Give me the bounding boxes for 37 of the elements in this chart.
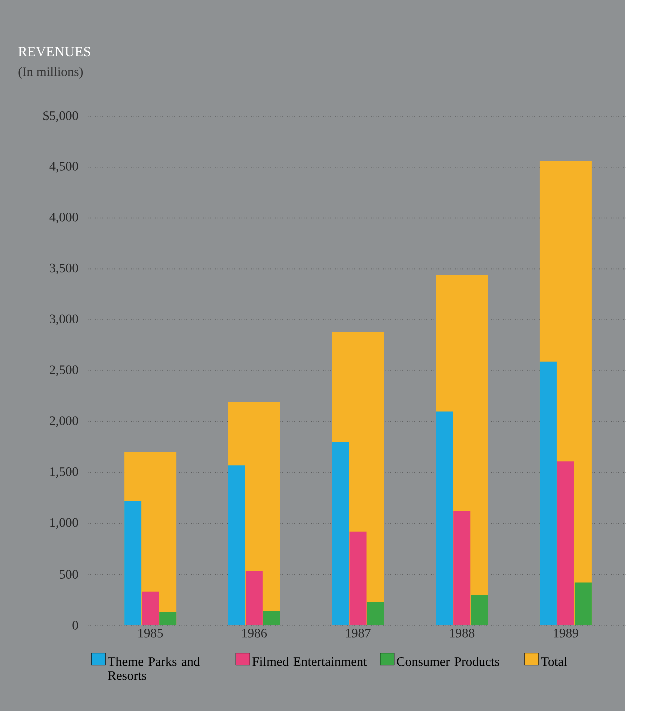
bar <box>332 442 350 626</box>
y-tick-label: 3,000 <box>50 314 78 326</box>
bar <box>471 594 488 626</box>
y-tick-label: 2,000 <box>50 416 78 428</box>
bar <box>228 466 246 626</box>
x-tick-label: 1985 <box>138 629 164 638</box>
y-tick-label: 4,000 <box>50 212 78 224</box>
bar <box>142 592 160 626</box>
bar <box>454 511 471 626</box>
bar <box>540 362 557 626</box>
bar <box>160 612 177 626</box>
chart-title: REVENUES <box>18 47 90 57</box>
x-tick-label: 1988 <box>450 629 475 638</box>
y-tick-label: 500 <box>60 570 78 579</box>
bar <box>557 462 574 626</box>
chart-subtitle: (In millions) <box>18 67 83 79</box>
x-tick-label: 1987 <box>346 629 371 638</box>
y-tick-label: 1,500 <box>50 467 78 478</box>
legend-label: Consumer Products <box>397 657 500 666</box>
x-tick-label: 1986 <box>242 629 268 638</box>
y-tick-label: 0 <box>72 621 78 630</box>
legend-label: Theme Parks and Resorts <box>108 657 200 680</box>
bar <box>124 501 142 626</box>
y-tick-label: 2,500 <box>50 366 78 376</box>
legend-label: Filmed Entertainment <box>252 657 367 666</box>
bar <box>263 611 280 626</box>
y-tick-label: 4,500 <box>50 162 78 173</box>
bar <box>574 582 592 626</box>
bar <box>367 602 384 626</box>
bar <box>436 412 454 626</box>
y-tick-label: 3,500 <box>50 264 78 275</box>
legend-label: Total <box>541 657 568 666</box>
y-tick-label: $5,000 <box>44 110 78 122</box>
bar <box>246 572 263 626</box>
x-tick-label: 1989 <box>554 629 578 638</box>
bar <box>350 532 367 626</box>
y-tick-label: 1,000 <box>50 518 78 530</box>
